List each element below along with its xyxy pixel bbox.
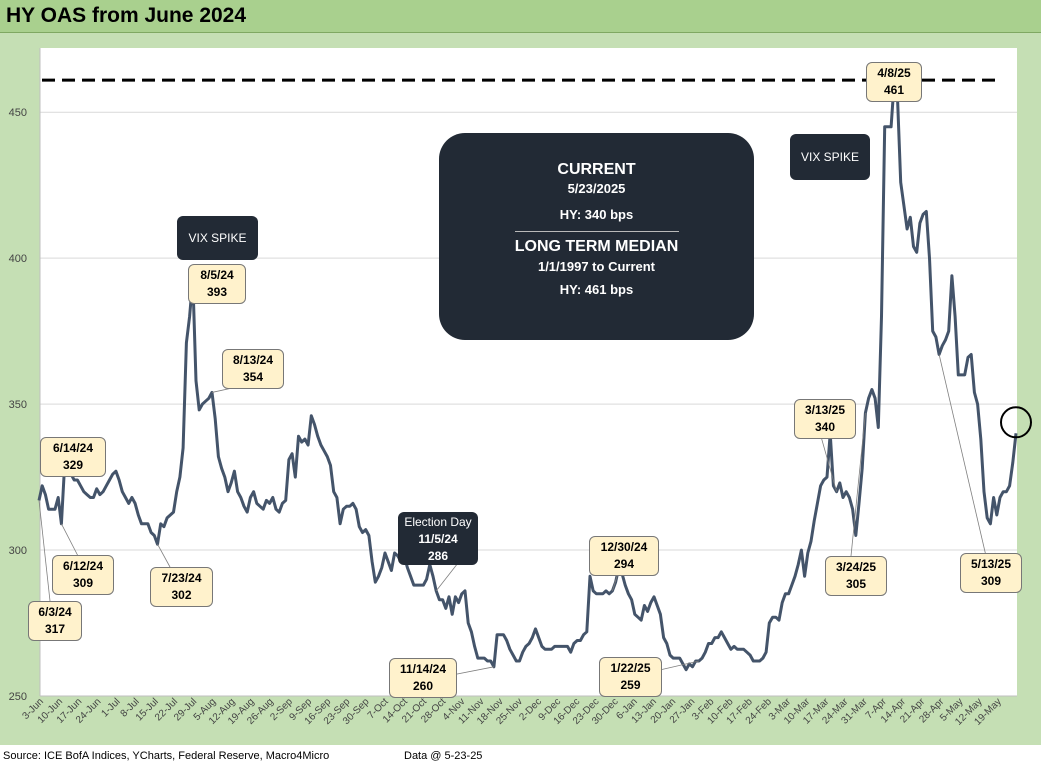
series-line-hy-oas: [37, 78, 1018, 672]
election-title: Election Day: [404, 515, 472, 529]
info-divider: [514, 231, 679, 232]
callout-5-13-25: 5/13/25 309: [960, 553, 1022, 593]
callout-3-24-25: 3/24/25 305: [825, 556, 887, 596]
callout-leader-10: [850, 412, 866, 557]
title-bar: HY OAS from June 2024: [0, 0, 1041, 33]
footer-source: Source: ICE BofA Indices, YCharts, Feder…: [3, 750, 330, 762]
callout-3-13-25: 3/13/25 340: [794, 399, 856, 439]
callout-leader-0: [38, 500, 51, 602]
callout-leader-12: [938, 354, 987, 557]
callout-leader-9: [819, 432, 838, 492]
callout-12-30-24: 12/30/24 294: [589, 536, 659, 576]
election-day-label: Election Day 11/5/24 286: [398, 512, 478, 565]
current-value: HY: 340 bps: [559, 207, 634, 222]
y-tick-label-300: 300: [9, 545, 27, 557]
callout-7-23-24: 7/23/24 302: [150, 567, 213, 607]
callout-6-14-24: 6/14/24 329: [40, 437, 106, 477]
median-range: 1/1/1997 to Current: [537, 259, 656, 274]
callout-leader-3: [157, 544, 171, 568]
callout-8-5-24: 8/5/24 393: [188, 264, 246, 304]
footer-data-date: Data @ 5-23-25: [404, 750, 483, 762]
info-box: CURRENT 5/23/2025 HY: 340 bps LONG TERM …: [439, 133, 754, 340]
callout-4-8-25: 4/8/25 461: [866, 62, 922, 102]
y-tick-label-350: 350: [9, 399, 27, 411]
median-value: HY: 461 bps: [559, 282, 634, 297]
median-heading: LONG TERM MEDIAN: [514, 238, 679, 255]
callout-leader-1: [61, 523, 79, 557]
vix-spike-label-aug: VIX SPIKE: [177, 216, 258, 260]
callout-1-22-25: 1/22/25 259: [599, 657, 662, 697]
election-date: 11/5/24: [418, 532, 458, 546]
callout-leader-13: [435, 562, 459, 592]
callout-11-14-24: 11/14/24 260: [389, 658, 457, 698]
current-heading: CURRENT: [557, 161, 636, 178]
chart-title: HY OAS from June 2024: [6, 4, 247, 27]
y-tick-label-250: 250: [9, 691, 27, 703]
vix-spike-label-apr: VIX SPIKE: [790, 134, 870, 180]
current-date: 5/23/2025: [567, 181, 626, 196]
callout-6-12-24: 6/12/24 309: [52, 555, 114, 595]
callout-8-13-24: 8/13/24 354: [222, 349, 284, 389]
current-value-marker: [1000, 406, 1032, 439]
chart-svg: 2503003504004503-Jun10-Jun17-Jun24-Jun1-…: [9, 48, 1032, 728]
y-tick-label-400: 400: [9, 253, 27, 265]
callout-6-3-24: 6/3/24 317: [28, 601, 82, 641]
election-value: 286: [427, 549, 449, 563]
x-tick-label-1-Jul: 1-Jul: [99, 696, 122, 719]
y-tick-label-450: 450: [9, 107, 27, 119]
